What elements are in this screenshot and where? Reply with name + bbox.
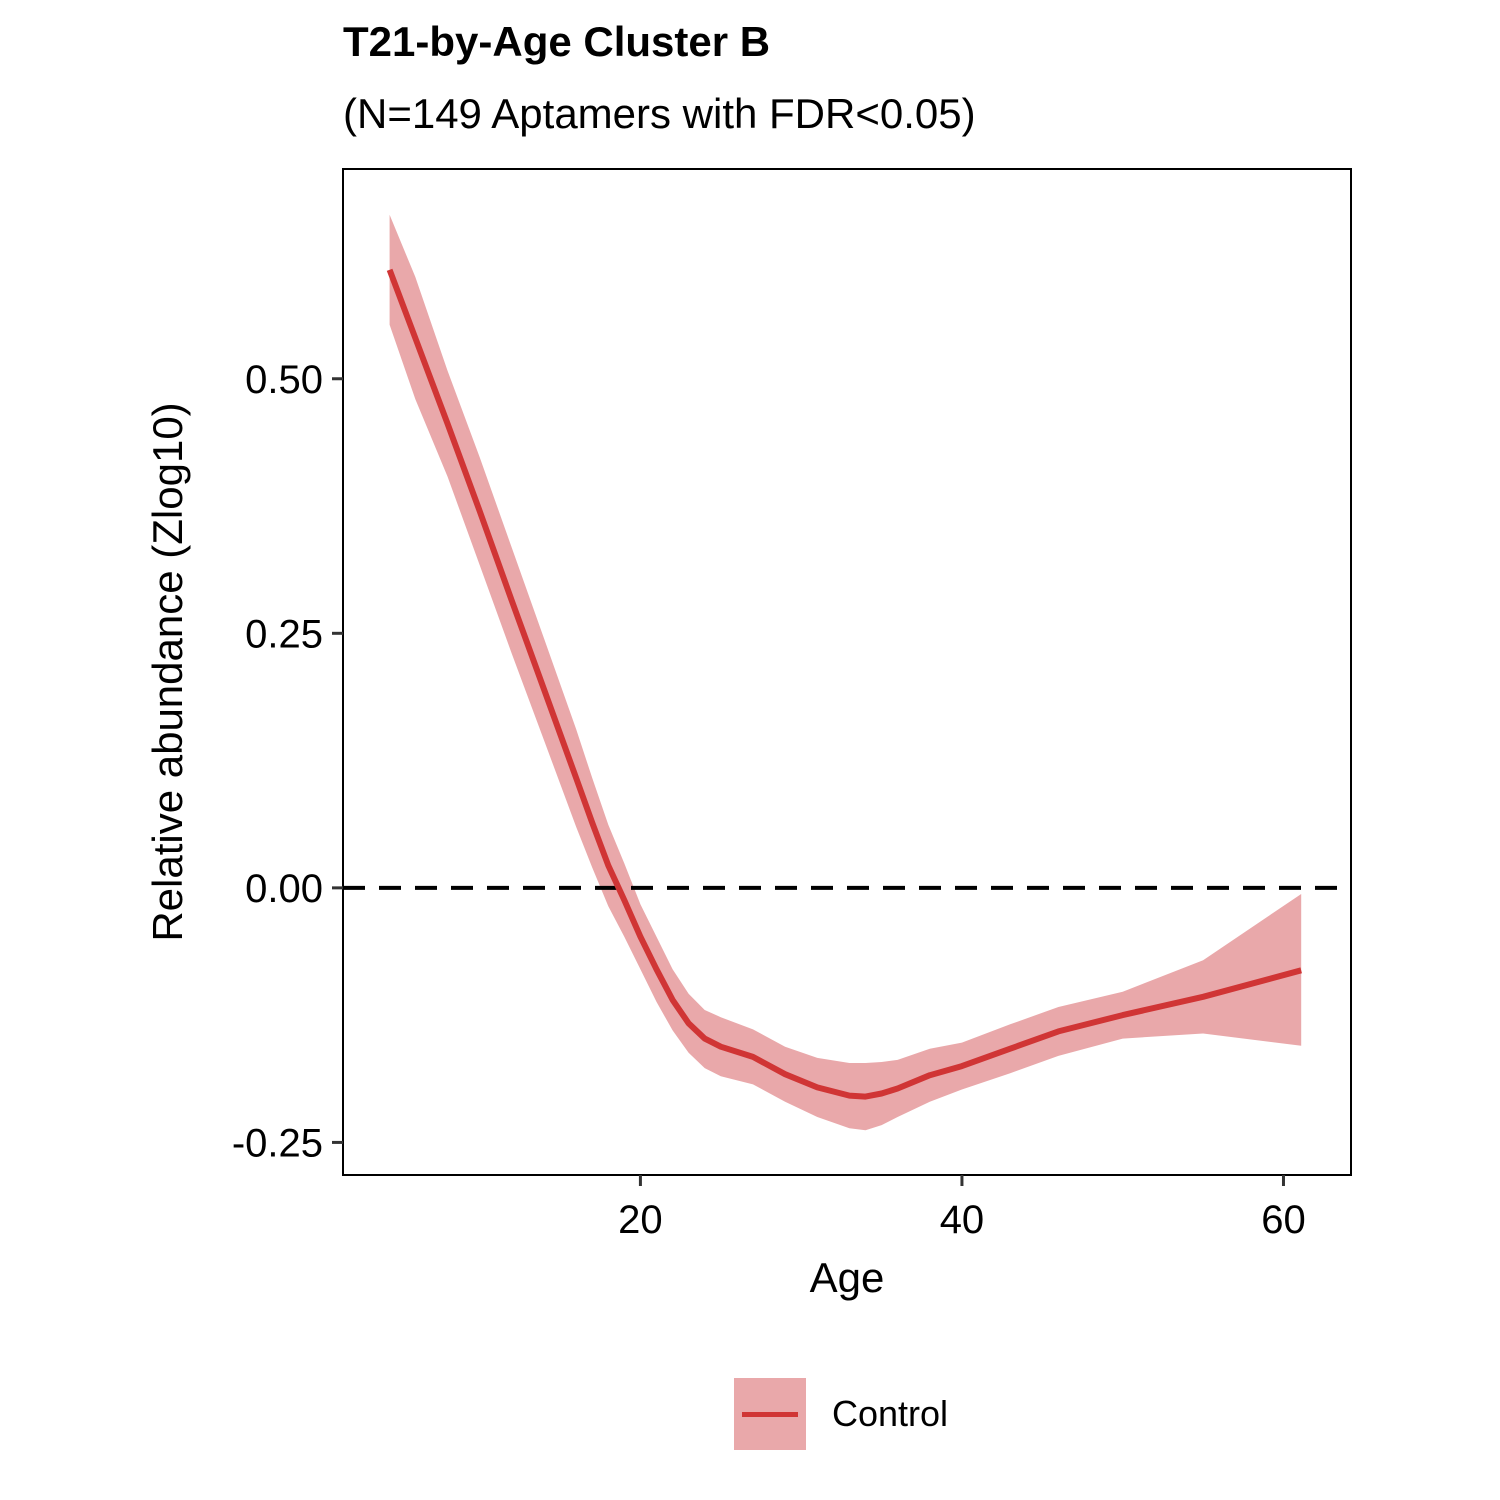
y-axis-title: Relative abundance (Zlog10)	[144, 402, 191, 941]
y-tick-label: 0.50	[245, 358, 323, 402]
chart-title: T21-by-Age Cluster B	[343, 18, 771, 65]
confidence-ribbon-control	[389, 214, 1302, 1131]
x-tick-label: 20	[618, 1198, 663, 1242]
y-tick-label: 0.25	[245, 612, 323, 656]
x-tick-label: 40	[940, 1198, 985, 1242]
y-tick-label: 0.00	[245, 867, 323, 911]
plot-panel-border	[342, 168, 1352, 1176]
legend: Control	[734, 1378, 948, 1450]
x-axis-title: Age	[810, 1254, 885, 1301]
legend-key-control	[734, 1378, 806, 1450]
series-line-control	[386, 268, 1302, 1100]
x-tick-label: 60	[1261, 1198, 1306, 1242]
legend-key-line	[742, 1412, 798, 1417]
y-tick-label: -0.25	[232, 1121, 323, 1165]
legend-label-control: Control	[832, 1393, 949, 1434]
chart-subtitle: (N=149 Aptamers with FDR<0.05)	[343, 90, 976, 137]
